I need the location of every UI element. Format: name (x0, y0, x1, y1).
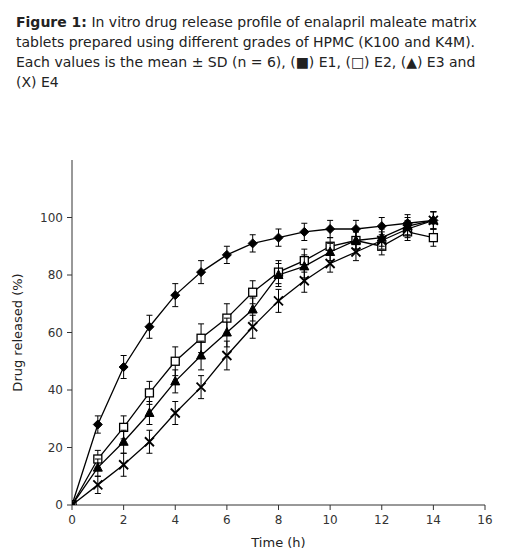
point (93, 463, 102, 472)
plot-area (72, 212, 438, 505)
x-tick (330, 505, 331, 510)
point (300, 261, 309, 270)
series (72, 212, 438, 505)
x-tick (278, 505, 279, 510)
point (171, 376, 180, 385)
x-tick-label: 16 (477, 513, 492, 527)
point (248, 239, 257, 248)
point (145, 389, 153, 397)
point (274, 270, 283, 279)
x-tick-label: 0 (68, 513, 76, 527)
x-tick-label: 14 (426, 513, 441, 527)
point (197, 383, 206, 392)
y-tick-label: 80 (48, 268, 63, 282)
point (300, 276, 309, 285)
title: Figure 1: (16, 14, 87, 30)
x-tick-label: 6 (223, 513, 231, 527)
x-tick (175, 505, 176, 510)
point (249, 288, 257, 296)
y-tick (67, 505, 72, 506)
x-tick-label: 8 (275, 513, 283, 527)
y-tick (67, 217, 72, 218)
point (93, 420, 102, 429)
point (326, 259, 335, 268)
point (429, 216, 438, 225)
series (72, 212, 438, 505)
y-tick (67, 332, 72, 333)
point (145, 437, 154, 446)
point (403, 225, 412, 234)
y-tick (67, 390, 72, 391)
point (171, 291, 180, 300)
error-bar (430, 229, 436, 246)
point (274, 296, 283, 305)
x-tick (485, 505, 486, 510)
point (248, 322, 257, 331)
point (197, 351, 206, 360)
series (72, 223, 437, 505)
point (119, 460, 128, 469)
point (274, 233, 283, 242)
y-tick-label: 0 (55, 498, 63, 512)
point (300, 227, 309, 236)
point (326, 225, 335, 234)
series-line (72, 220, 433, 505)
series-line (72, 220, 433, 505)
y-tick-label: 20 (48, 441, 63, 455)
point (72, 501, 77, 506)
y-tick (67, 447, 72, 448)
point (93, 480, 102, 489)
y-axis-label: Drug released (%) (10, 273, 25, 391)
series-line (72, 220, 433, 505)
point (197, 268, 206, 277)
point (377, 236, 386, 245)
point (326, 247, 335, 256)
point (222, 351, 231, 360)
point (145, 408, 154, 417)
series-line (72, 232, 433, 505)
x-tick-label: 12 (374, 513, 389, 527)
error-bar (146, 381, 152, 404)
point (351, 248, 360, 257)
point (222, 328, 231, 337)
point (119, 363, 128, 372)
point (351, 236, 360, 245)
y-tick (67, 275, 72, 276)
x-tick (72, 505, 73, 510)
y-tick-label: 40 (48, 383, 63, 397)
point (248, 305, 257, 314)
point (171, 409, 180, 418)
y-tick-label: 60 (48, 326, 63, 340)
x-axis-label: Time (h) (250, 535, 305, 550)
y-tick-label: 100 (40, 211, 63, 225)
chart: 0 2 4 6 8 10 12 14 16 0 20 40 60 80 100 Time (h) Drug re… (0, 0, 505, 559)
x-tick-label: 10 (322, 513, 337, 527)
point (222, 250, 231, 259)
x-tick-label: 2 (120, 513, 128, 527)
x-tick (226, 505, 227, 510)
x-tick-label: 4 (171, 513, 179, 527)
x-tick (433, 505, 434, 510)
point (145, 322, 154, 331)
caption: Figure 1: In vitro drug release profile … (16, 12, 488, 92)
point (429, 234, 437, 242)
point (171, 357, 179, 365)
point (119, 437, 128, 446)
x-tick (123, 505, 124, 510)
x-tick (381, 505, 382, 510)
series (72, 212, 438, 505)
